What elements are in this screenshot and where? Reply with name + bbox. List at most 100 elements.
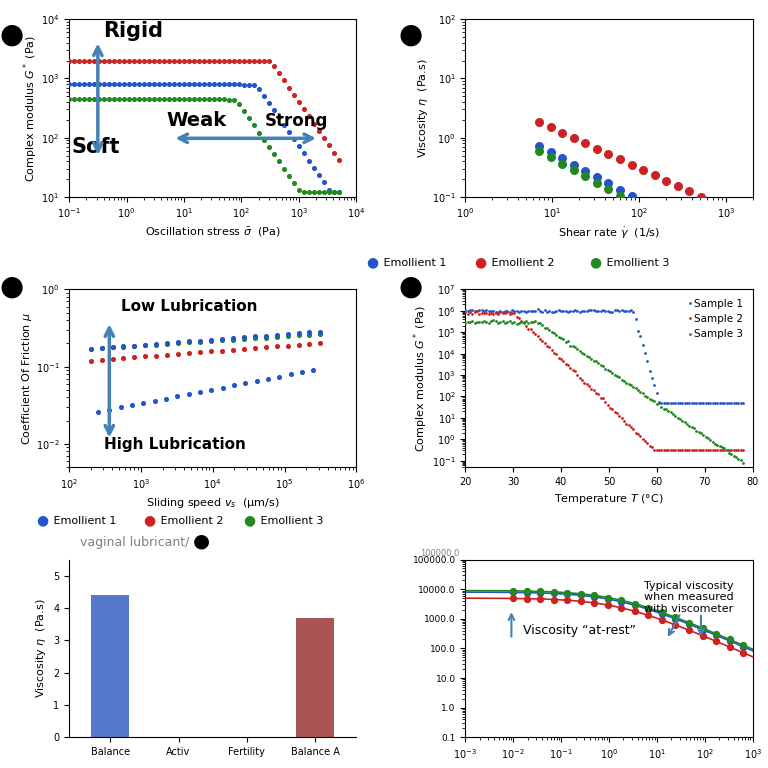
Point (318, 132, 330, 144)
Point (203, 78, 215, 91)
Point (579, 137, 591, 149)
Point (153, 93, 165, 105)
Point (171, 390, 184, 402)
Point (208, 78, 220, 91)
Point (283, 170, 295, 182)
Point (314, 337, 326, 349)
Point (183, 336, 195, 349)
Point (108, 78, 121, 91)
Point (683, 617, 695, 629)
Point (161, 337, 174, 349)
Point (172, 336, 184, 349)
Point (710, 635, 722, 647)
Point (133, 78, 145, 91)
Point (333, 186, 346, 198)
Point (278, 163, 290, 175)
Point (568, 132, 580, 144)
Point (253, 82, 265, 94)
Point (183, 347, 195, 359)
Point (579, 164, 591, 177)
Point (670, 619, 682, 631)
Point (143, 78, 155, 91)
X-axis label: Shear rate $\dot{\gamma}$  (1/s): Shear rate $\dot{\gamma}$ (1/s) (558, 226, 660, 241)
Point (151, 349, 163, 362)
Point (561, 587, 574, 599)
Bar (296, 617, 334, 737)
Point (143, 55, 155, 67)
Point (588, 597, 601, 609)
Point (670, 611, 682, 624)
Point (218, 55, 230, 67)
Point (548, 588, 560, 600)
Point (574, 595, 587, 607)
Text: ●: ● (144, 514, 156, 528)
Text: Emollient 2: Emollient 2 (157, 515, 224, 526)
Point (178, 93, 190, 105)
Point (113, 78, 125, 91)
Point (556, 152, 568, 164)
Point (63, 55, 75, 67)
Point (118, 78, 131, 91)
Point (293, 339, 305, 351)
Point (126, 399, 138, 412)
Point (729, 247, 741, 259)
Point (535, 593, 547, 605)
Point (671, 222, 684, 234)
Point (84, 343, 97, 355)
Point (283, 126, 295, 138)
Point (128, 78, 141, 91)
Point (203, 93, 215, 105)
Point (629, 605, 641, 617)
Point (198, 93, 210, 105)
Point (107, 341, 119, 353)
Point (545, 146, 557, 158)
Point (118, 340, 130, 353)
Text: ●: ● (0, 21, 24, 48)
Point (273, 111, 285, 124)
Point (73, 78, 85, 91)
Point (278, 74, 290, 87)
Point (723, 641, 736, 653)
Point (194, 334, 207, 346)
Point (642, 609, 654, 621)
Point (258, 90, 270, 102)
Point (249, 330, 261, 343)
Point (723, 634, 736, 646)
Point (268, 148, 280, 161)
Point (193, 93, 205, 105)
Point (103, 78, 115, 91)
Point (648, 209, 660, 221)
Point (602, 593, 614, 605)
Point (84, 343, 97, 355)
Point (260, 331, 272, 343)
Point (602, 177, 614, 190)
Point (642, 601, 654, 614)
Point (303, 338, 316, 350)
Point (227, 332, 239, 344)
Point (591, 177, 603, 189)
Bar (91, 595, 129, 737)
Point (248, 79, 260, 91)
Point (237, 333, 250, 345)
Point (683, 221, 695, 233)
Point (303, 154, 315, 167)
Point (118, 352, 130, 364)
Point (138, 78, 151, 91)
Point (533, 140, 545, 152)
Point (173, 55, 185, 67)
Point (263, 141, 275, 153)
Point (717, 247, 730, 260)
X-axis label: Temperature $T$ (°C): Temperature $T$ (°C) (554, 492, 664, 506)
Point (198, 55, 210, 67)
Text: 100000.0: 100000.0 (420, 549, 460, 558)
Point (591, 171, 603, 184)
Point (328, 147, 340, 159)
Point (133, 93, 145, 105)
Point (227, 343, 239, 356)
Point (238, 55, 250, 67)
Point (318, 186, 330, 198)
Point (323, 139, 335, 151)
Point (568, 164, 580, 176)
Point (63, 78, 75, 91)
Point (208, 93, 220, 105)
